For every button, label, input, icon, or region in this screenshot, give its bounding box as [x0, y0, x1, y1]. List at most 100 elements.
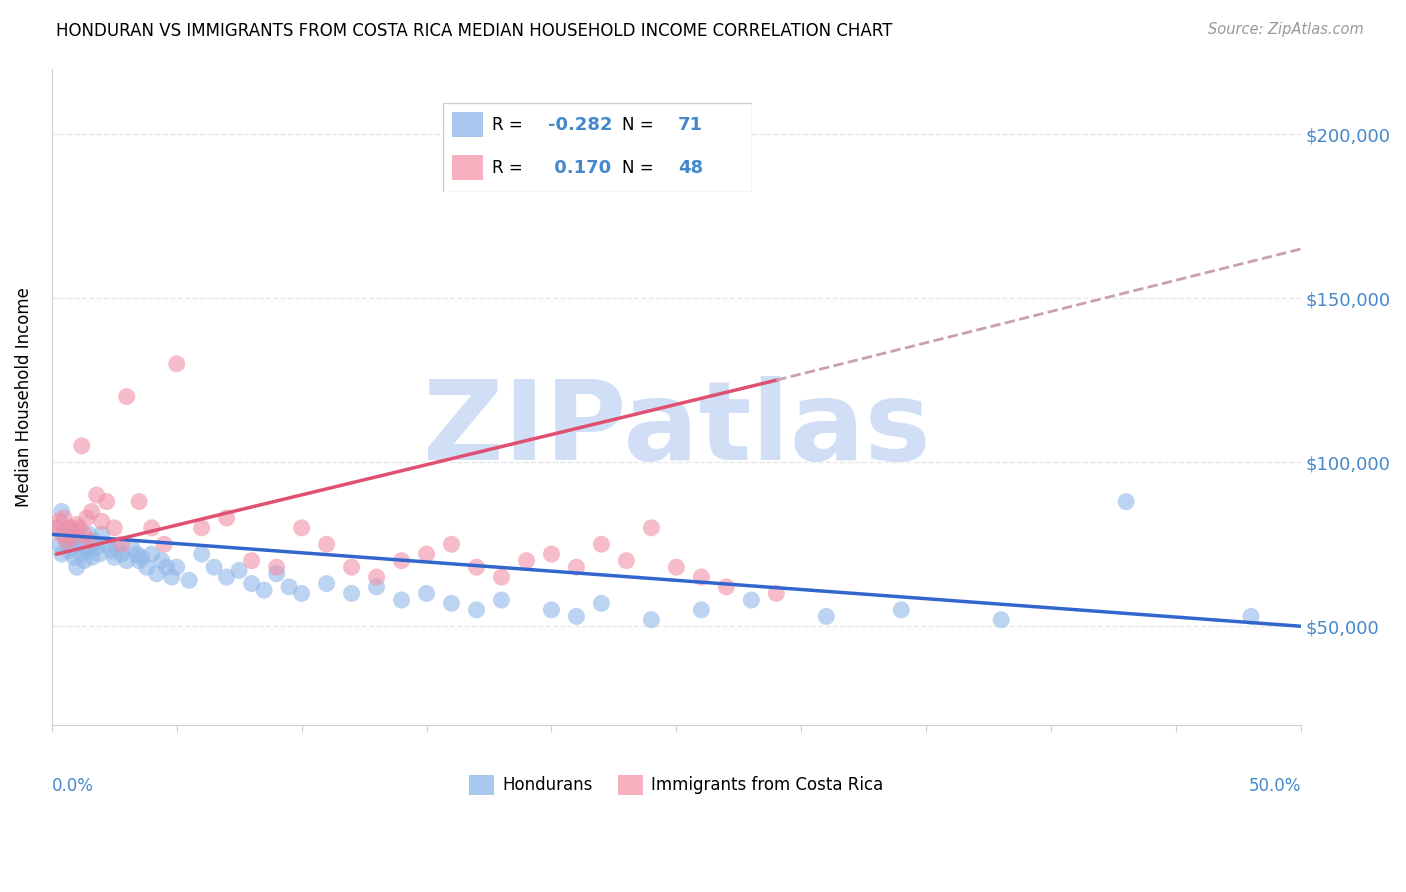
Text: 71: 71: [678, 116, 703, 134]
Legend: Hondurans, Immigrants from Costa Rica: Hondurans, Immigrants from Costa Rica: [463, 768, 890, 802]
Point: [77, 543, 100, 558]
Point: [591, 537, 613, 551]
Point: [465, 560, 488, 574]
Point: [111, 547, 134, 561]
Point: [366, 570, 388, 584]
Point: [716, 580, 738, 594]
Point: [160, 570, 183, 584]
Point: [58, 521, 80, 535]
Point: [83, 533, 105, 548]
Point: [60, 531, 83, 545]
Point: [53, 527, 76, 541]
Point: [740, 593, 762, 607]
Point: [89, 547, 111, 561]
Point: [80, 504, 103, 518]
Point: [90, 514, 112, 528]
Point: [145, 566, 167, 581]
Point: [48, 514, 70, 528]
Point: [70, 439, 93, 453]
Point: [415, 547, 437, 561]
Point: [45, 521, 67, 535]
Point: [315, 576, 337, 591]
Point: [690, 603, 713, 617]
Point: [465, 603, 488, 617]
Point: [128, 554, 150, 568]
Point: [86, 541, 108, 555]
Point: [115, 390, 138, 404]
Point: [70, 533, 93, 548]
Point: [58, 521, 80, 535]
Text: Source: ZipAtlas.com: Source: ZipAtlas.com: [1208, 22, 1364, 37]
Point: [103, 521, 125, 535]
Text: N =: N =: [623, 116, 659, 134]
Text: 0.0%: 0.0%: [52, 777, 94, 795]
Point: [103, 550, 125, 565]
Point: [128, 494, 150, 508]
Point: [156, 560, 179, 574]
Point: [60, 541, 83, 555]
Point: [366, 580, 388, 594]
Point: [591, 596, 613, 610]
Point: [60, 531, 83, 545]
Point: [125, 547, 148, 561]
Point: [315, 537, 337, 551]
Point: [291, 521, 314, 535]
Point: [90, 527, 112, 541]
Point: [491, 570, 513, 584]
Point: [540, 603, 562, 617]
Point: [765, 586, 787, 600]
Point: [253, 583, 276, 598]
Point: [266, 560, 288, 574]
Point: [51, 547, 73, 561]
Point: [45, 521, 67, 535]
Point: [202, 560, 225, 574]
Point: [515, 554, 537, 568]
Point: [77, 527, 100, 541]
Point: [990, 613, 1012, 627]
Text: ZIPatlas: ZIPatlas: [423, 376, 931, 483]
Point: [391, 593, 413, 607]
Point: [440, 596, 463, 610]
Point: [55, 533, 77, 548]
Point: [131, 550, 153, 565]
Point: [166, 357, 188, 371]
Text: 48: 48: [678, 159, 703, 177]
Point: [291, 586, 314, 600]
Point: [105, 541, 128, 555]
Point: [150, 554, 173, 568]
Point: [215, 511, 238, 525]
Point: [70, 547, 93, 561]
Point: [491, 593, 513, 607]
Point: [340, 586, 363, 600]
Point: [96, 537, 118, 551]
Point: [111, 537, 134, 551]
Point: [690, 570, 713, 584]
Point: [135, 560, 157, 574]
Point: [616, 554, 638, 568]
Point: [76, 511, 98, 525]
Point: [266, 566, 288, 581]
Point: [640, 613, 662, 627]
Point: [141, 521, 163, 535]
Point: [179, 574, 201, 588]
Text: 50.0%: 50.0%: [1249, 777, 1301, 795]
Point: [58, 543, 80, 558]
Point: [565, 560, 588, 574]
Point: [565, 609, 588, 624]
Point: [240, 554, 263, 568]
Point: [63, 550, 86, 565]
Point: [77, 533, 100, 548]
Point: [278, 580, 301, 594]
Point: [86, 488, 108, 502]
Point: [53, 511, 76, 525]
Point: [67, 521, 90, 535]
Point: [63, 524, 86, 538]
Point: [890, 603, 912, 617]
Point: [240, 576, 263, 591]
Point: [153, 537, 176, 551]
Point: [121, 541, 143, 555]
Point: [815, 609, 838, 624]
Point: [190, 547, 212, 561]
Point: [66, 560, 89, 574]
Point: [440, 537, 463, 551]
